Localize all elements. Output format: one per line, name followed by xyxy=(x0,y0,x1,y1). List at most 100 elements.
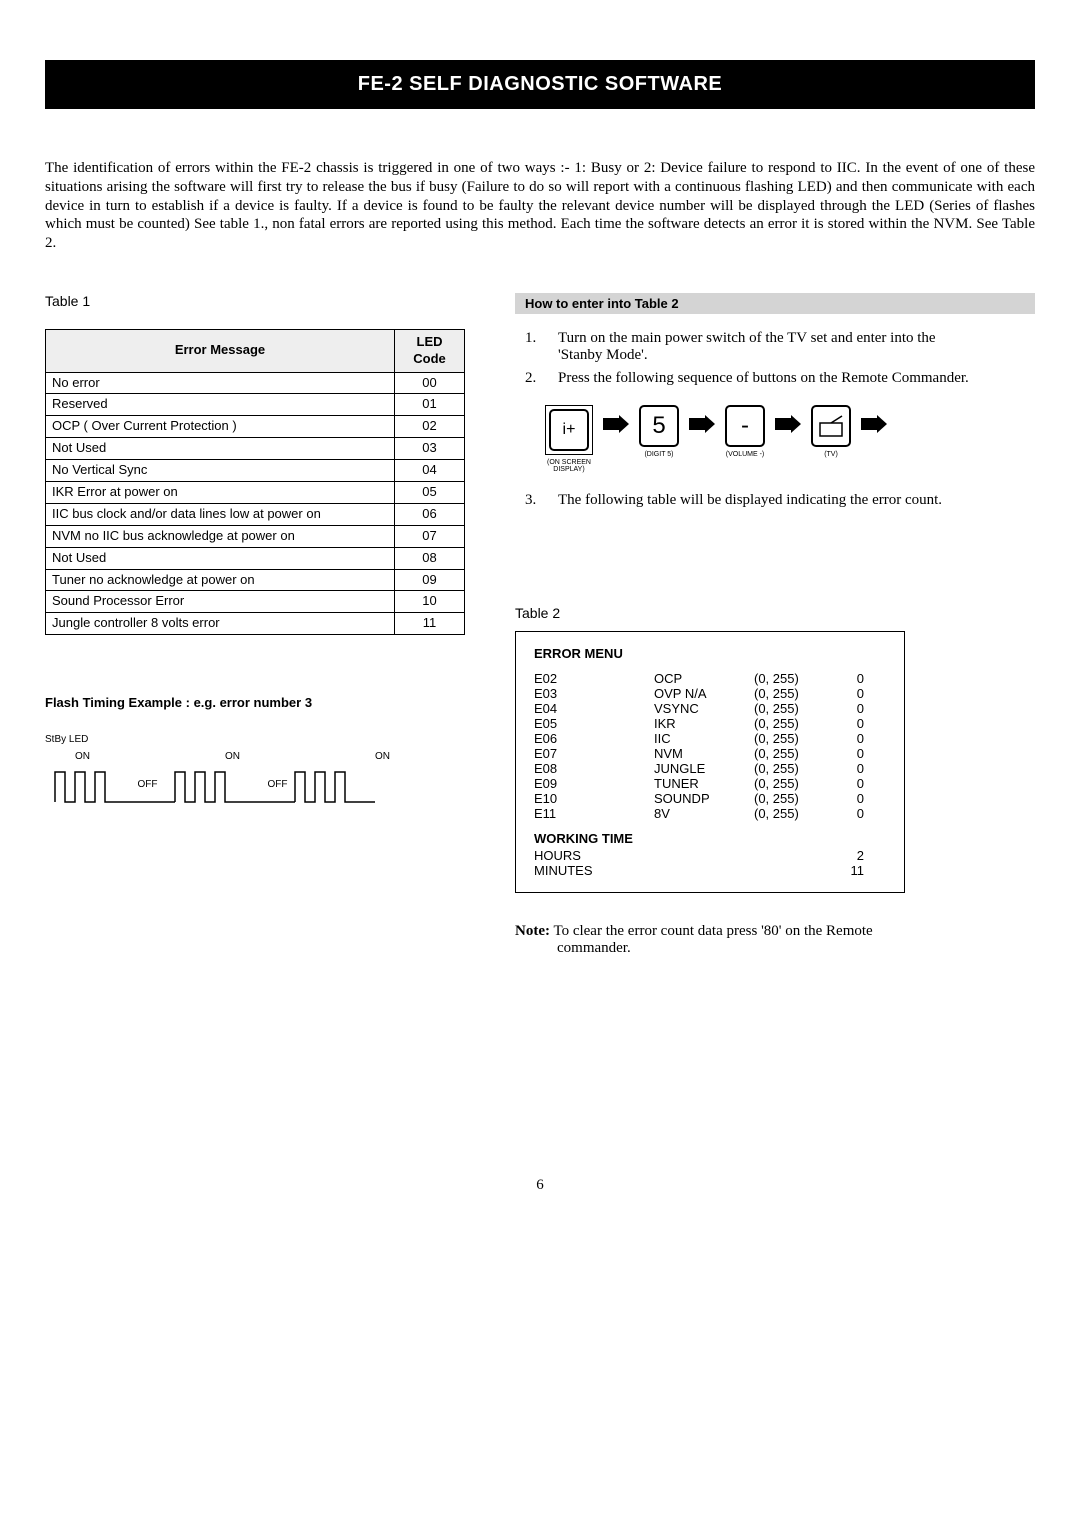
error-message-cell: Not Used xyxy=(46,547,395,569)
table-row: IIC bus clock and/or data lines low at p… xyxy=(46,503,465,525)
error-code: E06 xyxy=(534,731,654,746)
flash-timing-diagram: ON ON ON xyxy=(45,751,465,790)
led-code-cell: 04 xyxy=(395,460,465,482)
error-menu-row: E09TUNER(0, 255)0 xyxy=(534,776,886,791)
flash-timing-heading: Flash Timing Example : e.g. error number… xyxy=(45,695,465,710)
led-code-cell: 10 xyxy=(395,591,465,613)
error-name: OVP N/A xyxy=(654,686,754,701)
error-value: 0 xyxy=(834,671,864,686)
table2-caption: Table 2 xyxy=(515,605,1035,621)
error-menu-row: E05IKR(0, 255)0 xyxy=(534,716,886,731)
error-name: IKR xyxy=(654,716,754,731)
arrow-right-icon xyxy=(689,415,715,433)
howto-step-1: Turn on the main power switch of the TV … xyxy=(540,330,1035,364)
table-row: Jungle controller 8 volts error11 xyxy=(46,613,465,635)
table1-col-message: Error Message xyxy=(46,329,395,372)
error-code: E02 xyxy=(534,671,654,686)
error-message-cell: Tuner no acknowledge at power on xyxy=(46,569,395,591)
led-code-cell: 06 xyxy=(395,503,465,525)
led-code-cell: 11 xyxy=(395,613,465,635)
error-name: NVM xyxy=(654,746,754,761)
error-value: 0 xyxy=(834,731,864,746)
error-value: 0 xyxy=(834,701,864,716)
table-row: Not Used08 xyxy=(46,547,465,569)
error-menu-row: E02OCP(0, 255)0 xyxy=(534,671,886,686)
led-code-cell: 00 xyxy=(395,372,465,394)
error-range: (0, 255) xyxy=(754,806,834,821)
clear-note: Note: To clear the error count data pres… xyxy=(515,923,985,957)
working-time-heading: WORKING TIME xyxy=(534,831,886,846)
error-range: (0, 255) xyxy=(754,701,834,716)
error-range: (0, 255) xyxy=(754,761,834,776)
arrow-right-icon xyxy=(775,415,801,433)
page-title-bar: FE-2 SELF DIAGNOSTIC SOFTWARE xyxy=(45,60,1035,109)
howto-header: How to enter into Table 2 xyxy=(515,293,1035,314)
table-row: Not Used03 xyxy=(46,438,465,460)
error-range: (0, 255) xyxy=(754,776,834,791)
table-row: Sound Processor Error10 xyxy=(46,591,465,613)
howto-step-2: Press the following sequence of buttons … xyxy=(540,370,1035,387)
howto-steps-cont: The following table will be displayed in… xyxy=(515,492,1035,509)
error-code: E09 xyxy=(534,776,654,791)
table-row: IKR Error at power on05 xyxy=(46,481,465,503)
error-range: (0, 255) xyxy=(754,686,834,701)
stby-led-label: StBy LED xyxy=(45,734,465,745)
table-row: Tuner no acknowledge at power on09 xyxy=(46,569,465,591)
error-code: E03 xyxy=(534,686,654,701)
error-name: IIC xyxy=(654,731,754,746)
intro-paragraph: The identification of errors within the … xyxy=(45,159,1035,253)
error-value: 0 xyxy=(834,746,864,761)
error-code: E11 xyxy=(534,806,654,821)
button-on-screen-display: i+ xyxy=(549,409,589,451)
howto-step-3: The following table will be displayed in… xyxy=(540,492,1035,509)
table-row: Reserved01 xyxy=(46,394,465,416)
table2-title: ERROR MENU xyxy=(534,646,886,661)
error-menu-row: E03OVP N/A(0, 255)0 xyxy=(534,686,886,701)
error-range: (0, 255) xyxy=(754,731,834,746)
error-range: (0, 255) xyxy=(754,716,834,731)
error-name: OCP xyxy=(654,671,754,686)
error-code: E08 xyxy=(534,761,654,776)
error-value: 0 xyxy=(834,776,864,791)
button-digit-5: 5 xyxy=(639,405,679,447)
error-menu-row: E08JUNGLE(0, 255)0 xyxy=(534,761,886,776)
error-message-cell: Jungle controller 8 volts error xyxy=(46,613,395,635)
error-name: TUNER xyxy=(654,776,754,791)
error-message-cell: No error xyxy=(46,372,395,394)
table2-error-menu: ERROR MENU E02OCP(0, 255)0E03OVP N/A(0, … xyxy=(515,631,905,893)
led-code-cell: 07 xyxy=(395,525,465,547)
howto-steps: Turn on the main power switch of the TV … xyxy=(515,330,1035,387)
error-name: 8V xyxy=(654,806,754,821)
table-row: No Vertical Sync04 xyxy=(46,460,465,482)
button-volume-minus: - xyxy=(725,405,765,447)
error-code: E10 xyxy=(534,791,654,806)
hours-label: HOURS xyxy=(534,848,654,863)
tv-icon xyxy=(818,415,844,437)
error-menu-row: E04VSYNC(0, 255)0 xyxy=(534,701,886,716)
table1-caption: Table 1 xyxy=(45,293,465,309)
error-range: (0, 255) xyxy=(754,746,834,761)
error-code: E04 xyxy=(534,701,654,716)
error-message-cell: OCP ( Over Current Protection ) xyxy=(46,416,395,438)
error-name: VSYNC xyxy=(654,701,754,716)
error-message-cell: No Vertical Sync xyxy=(46,460,395,482)
error-message-cell: Reserved xyxy=(46,394,395,416)
led-code-cell: 03 xyxy=(395,438,465,460)
led-code-cell: 01 xyxy=(395,394,465,416)
error-name: SOUNDP xyxy=(654,791,754,806)
error-code: E05 xyxy=(534,716,654,731)
minutes-value: 11 xyxy=(834,863,864,878)
error-code: E07 xyxy=(534,746,654,761)
table-row: NVM no IIC bus acknowledge at power on07 xyxy=(46,525,465,547)
error-menu-row: E10SOUNDP(0, 255)0 xyxy=(534,791,886,806)
arrow-right-icon xyxy=(603,415,629,433)
error-value: 0 xyxy=(834,791,864,806)
table1-error-codes: Error Message LED Code No error00Reserve… xyxy=(45,329,465,635)
error-range: (0, 255) xyxy=(754,671,834,686)
error-name: JUNGLE xyxy=(654,761,754,776)
page-number: 6 xyxy=(45,1177,1035,1194)
error-message-cell: Sound Processor Error xyxy=(46,591,395,613)
error-value: 0 xyxy=(834,806,864,821)
error-message-cell: IIC bus clock and/or data lines low at p… xyxy=(46,503,395,525)
led-code-cell: 08 xyxy=(395,547,465,569)
